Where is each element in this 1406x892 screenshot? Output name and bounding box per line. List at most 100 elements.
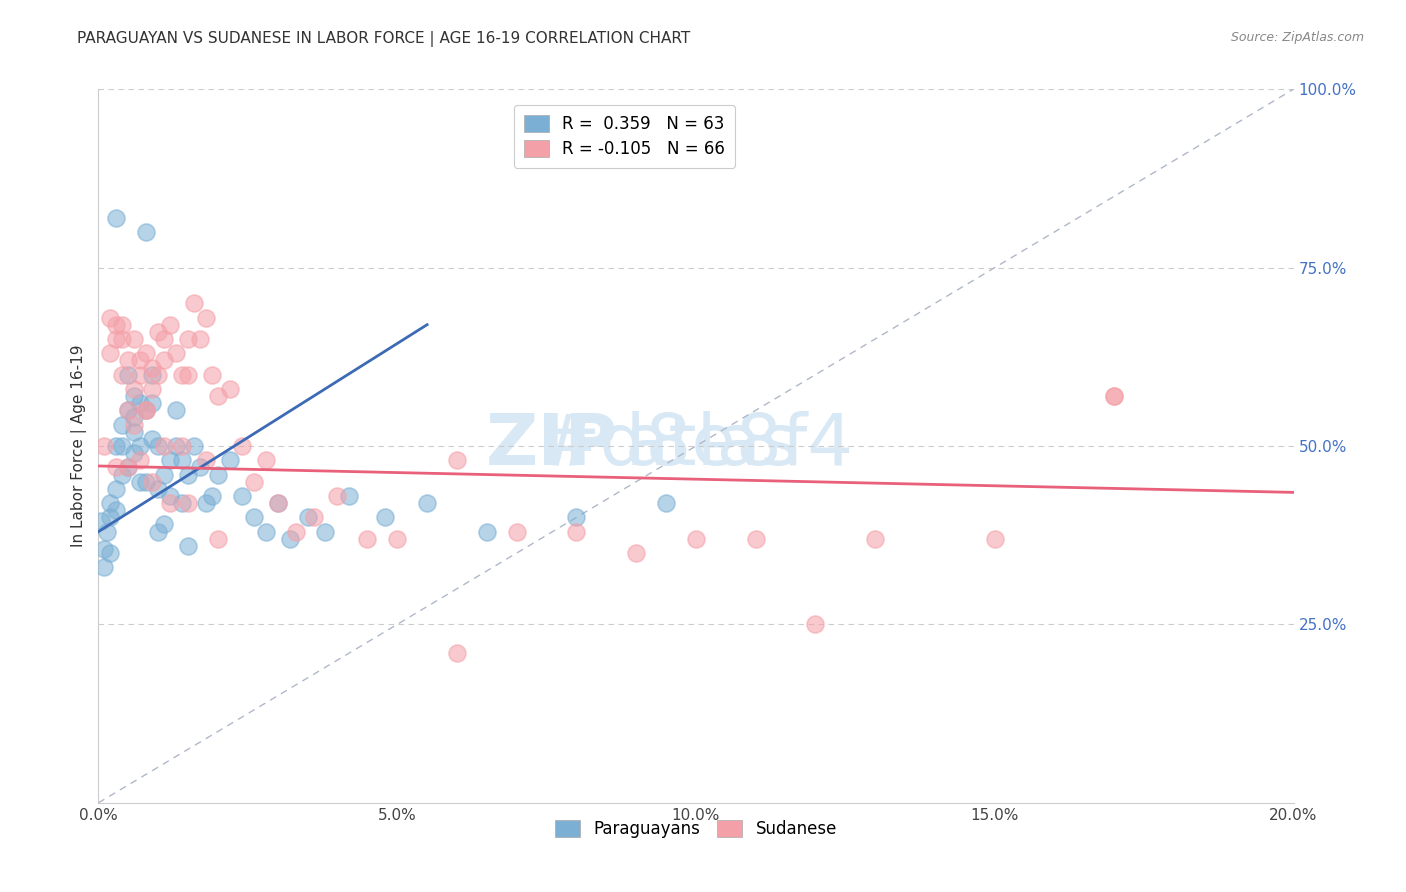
Point bbox=[984, 532, 1007, 546]
Point bbox=[148, 325, 170, 339]
Point bbox=[153, 439, 176, 453]
Point bbox=[141, 368, 163, 382]
Point bbox=[105, 439, 128, 453]
Point bbox=[124, 332, 146, 346]
Point bbox=[148, 524, 170, 539]
Point bbox=[219, 382, 242, 396]
Point bbox=[177, 467, 200, 482]
Point bbox=[141, 396, 163, 410]
Point bbox=[111, 318, 134, 332]
Point bbox=[267, 496, 290, 510]
Point bbox=[148, 439, 170, 453]
Point bbox=[105, 211, 128, 225]
Point bbox=[105, 332, 128, 346]
Point bbox=[148, 482, 170, 496]
Point bbox=[111, 439, 134, 453]
Point bbox=[117, 368, 139, 382]
Point bbox=[1104, 389, 1126, 403]
Point bbox=[124, 417, 146, 432]
Point bbox=[195, 496, 218, 510]
Point bbox=[177, 496, 200, 510]
Point bbox=[685, 532, 707, 546]
Point bbox=[172, 368, 194, 382]
Point bbox=[302, 510, 325, 524]
Point bbox=[195, 453, 218, 467]
Point bbox=[141, 475, 163, 489]
Point bbox=[356, 532, 378, 546]
Point bbox=[254, 453, 277, 467]
Point bbox=[475, 524, 498, 539]
Point bbox=[105, 503, 128, 517]
Point bbox=[416, 496, 439, 510]
Point bbox=[98, 510, 122, 524]
Point bbox=[117, 403, 139, 417]
Point bbox=[315, 524, 337, 539]
Point bbox=[159, 489, 181, 503]
Point bbox=[506, 524, 529, 539]
Point bbox=[141, 432, 163, 446]
Point bbox=[153, 332, 176, 346]
Point bbox=[172, 453, 194, 467]
Point bbox=[195, 310, 218, 325]
Point bbox=[93, 542, 115, 557]
Text: Source: ZipAtlas.com: Source: ZipAtlas.com bbox=[1230, 31, 1364, 45]
Point bbox=[96, 524, 118, 539]
Text: #d8e8f4: #d8e8f4 bbox=[538, 411, 853, 481]
Point bbox=[105, 318, 128, 332]
Point bbox=[117, 353, 139, 368]
Point bbox=[177, 539, 200, 553]
Point bbox=[141, 360, 163, 375]
Point bbox=[201, 489, 224, 503]
Point bbox=[124, 425, 146, 439]
Point bbox=[124, 446, 146, 460]
Point bbox=[129, 475, 152, 489]
Point bbox=[124, 410, 146, 425]
Point bbox=[124, 382, 146, 396]
Point bbox=[745, 532, 768, 546]
Point bbox=[177, 368, 200, 382]
Point bbox=[153, 353, 176, 368]
Point bbox=[135, 225, 157, 239]
Point bbox=[446, 453, 468, 467]
Point bbox=[172, 496, 194, 510]
Point bbox=[93, 560, 115, 574]
Point bbox=[111, 332, 134, 346]
Point bbox=[207, 532, 229, 546]
Point bbox=[188, 460, 211, 475]
Point bbox=[159, 453, 181, 467]
Point bbox=[374, 510, 396, 524]
Text: atlas: atlas bbox=[624, 411, 799, 481]
Point bbox=[207, 389, 229, 403]
Point bbox=[98, 496, 122, 510]
Point bbox=[90, 514, 112, 528]
Point bbox=[135, 403, 157, 417]
Point bbox=[135, 475, 157, 489]
Point bbox=[98, 346, 122, 360]
Point bbox=[111, 417, 134, 432]
Point bbox=[183, 296, 205, 310]
Point bbox=[865, 532, 887, 546]
Point bbox=[243, 510, 266, 524]
Point bbox=[219, 453, 242, 467]
Point bbox=[243, 475, 266, 489]
Point bbox=[111, 467, 134, 482]
Point bbox=[326, 489, 349, 503]
Point bbox=[284, 524, 307, 539]
Point bbox=[565, 524, 588, 539]
Point bbox=[98, 310, 122, 325]
Y-axis label: In Labor Force | Age 16-19: In Labor Force | Age 16-19 bbox=[72, 344, 87, 548]
Point bbox=[655, 496, 678, 510]
Point bbox=[267, 496, 290, 510]
Point bbox=[105, 482, 128, 496]
Point bbox=[124, 389, 146, 403]
Point bbox=[183, 439, 205, 453]
Point bbox=[117, 460, 139, 475]
Point bbox=[153, 517, 176, 532]
Point bbox=[278, 532, 301, 546]
Point bbox=[135, 403, 157, 417]
Point bbox=[135, 403, 157, 417]
Point bbox=[98, 546, 122, 560]
Point bbox=[111, 368, 134, 382]
Point bbox=[93, 439, 115, 453]
Point bbox=[105, 460, 128, 475]
